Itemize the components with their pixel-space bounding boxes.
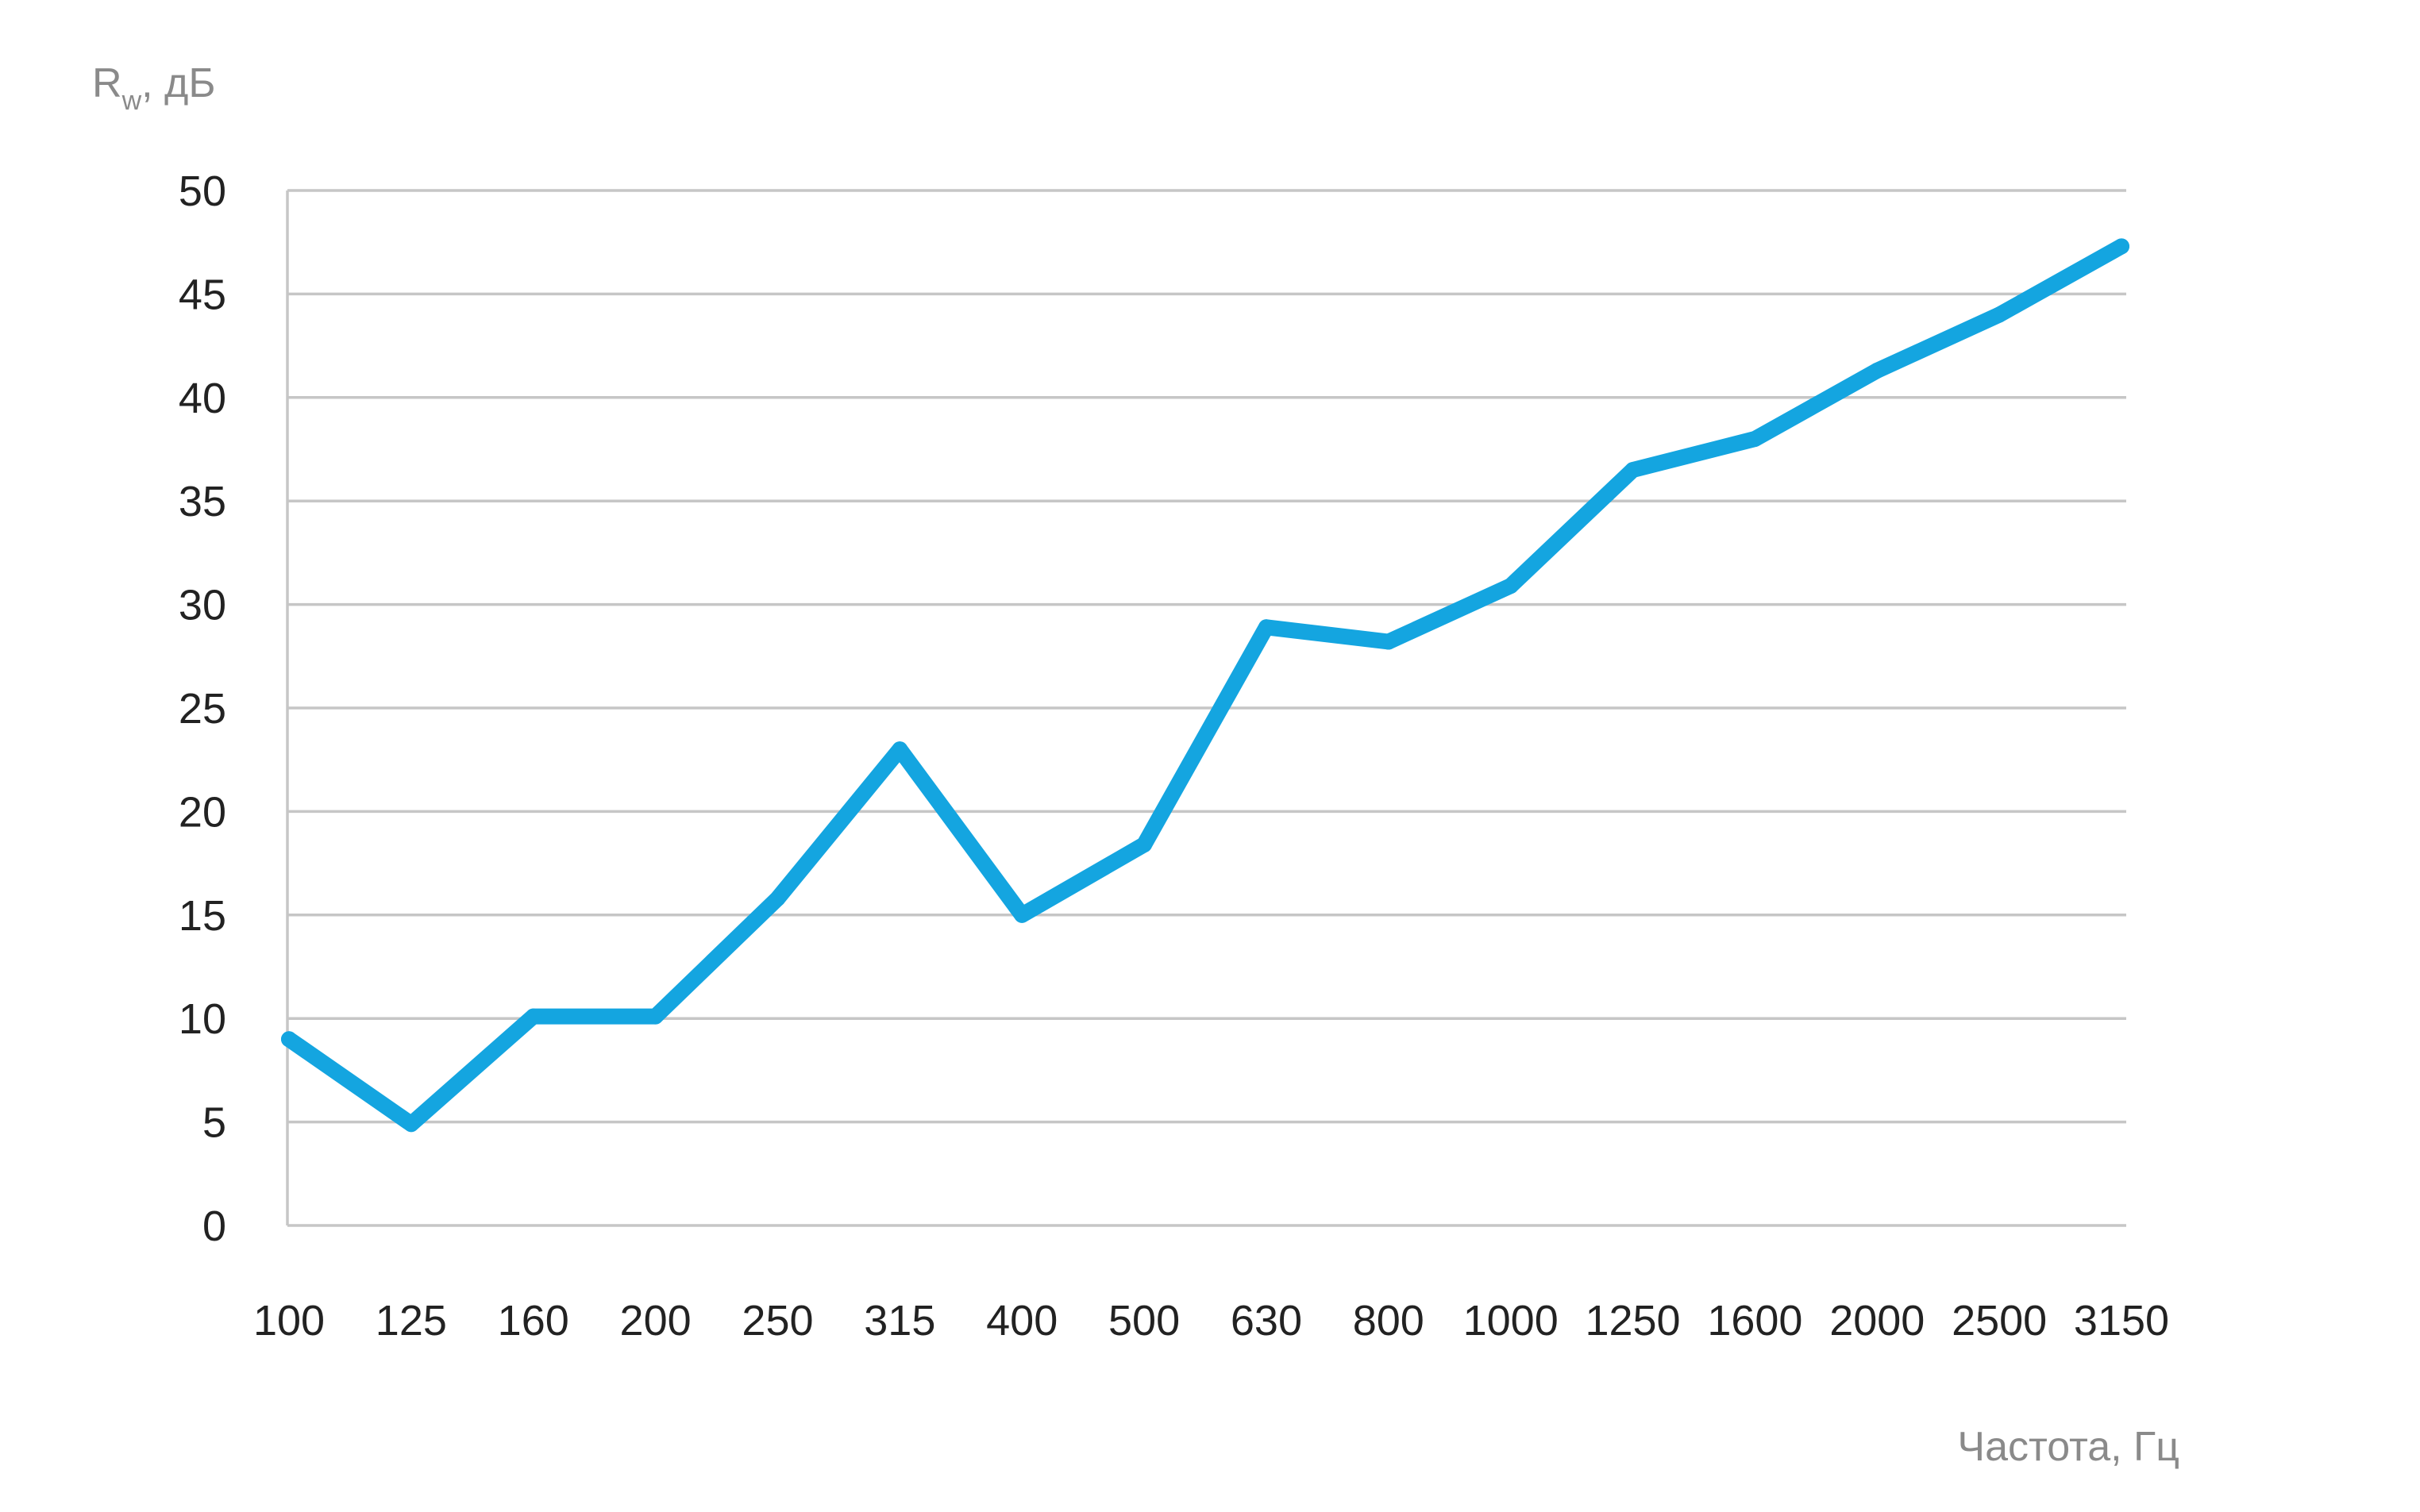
y-tick-label: 35 [179, 478, 226, 525]
data-point [1136, 837, 1153, 853]
data-point [1014, 906, 1031, 923]
x-tick-label: 200 [620, 1297, 692, 1345]
x-tick-label: 1600 [1707, 1297, 1802, 1345]
y-tick-label: 10 [179, 995, 226, 1043]
data-point [892, 741, 908, 758]
data-point [1258, 619, 1274, 636]
x-tick-label: 315 [864, 1297, 935, 1345]
series-line [281, 238, 2129, 1133]
x-tick-label: 160 [498, 1297, 569, 1345]
data-point [1869, 362, 1886, 379]
y-tick-label: 15 [179, 892, 226, 940]
data-point [1502, 578, 1519, 594]
x-tick-label: 250 [742, 1297, 813, 1345]
y-tick-label: 25 [179, 685, 226, 733]
y-axis-title-main: R [92, 60, 122, 106]
y-tick-label: 5 [202, 1099, 226, 1147]
x-tick-label: 3150 [2074, 1297, 2169, 1345]
x-axis-title: Частота, Гц [1957, 1424, 2179, 1470]
data-point [647, 1008, 664, 1025]
x-tick-label: 2500 [1952, 1297, 2047, 1345]
x-tick-label: 1250 [1585, 1297, 1680, 1345]
y-tick-label: 20 [179, 788, 226, 836]
y-tick-label: 40 [179, 375, 226, 422]
x-tick-label: 630 [1231, 1297, 1302, 1345]
x-tick-label: 125 [376, 1297, 447, 1345]
y-tick-label: 50 [179, 167, 226, 215]
x-tick-label: 500 [1108, 1297, 1180, 1345]
series-group [281, 238, 2129, 1133]
x-tick-label: 800 [1353, 1297, 1424, 1345]
data-point [2114, 238, 2129, 255]
x-tick-label: 100 [253, 1297, 325, 1345]
x-tick-label: 2000 [1829, 1297, 1925, 1345]
data-point [281, 1031, 297, 1048]
x-tick-labels: 100 125 160 200 250 315 400 500 630 800 1000 1250 16… [253, 1297, 2169, 1345]
data-point [1747, 430, 1763, 447]
data-point [1380, 633, 1397, 650]
y-tick-label: 30 [179, 582, 226, 629]
gridlines [287, 189, 2126, 1227]
x-tick-label: 400 [986, 1297, 1058, 1345]
data-point [1624, 462, 1641, 479]
y-axis-title: Rw, дБ [92, 60, 216, 116]
y-tick-labels: 0 5 10 15 20 25 30 35 40 45 50 [179, 167, 226, 1250]
data-point [403, 1116, 419, 1133]
y-tick-label: 45 [179, 271, 226, 318]
data-point [769, 890, 786, 906]
y-axis-title-suffix: , дБ [141, 60, 215, 106]
x-tick-label: 1000 [1463, 1297, 1559, 1345]
y-tick-label: 0 [202, 1202, 226, 1250]
data-point [525, 1008, 541, 1025]
data-point [1991, 306, 2008, 323]
y-axis-title-subscript: w [121, 86, 142, 116]
